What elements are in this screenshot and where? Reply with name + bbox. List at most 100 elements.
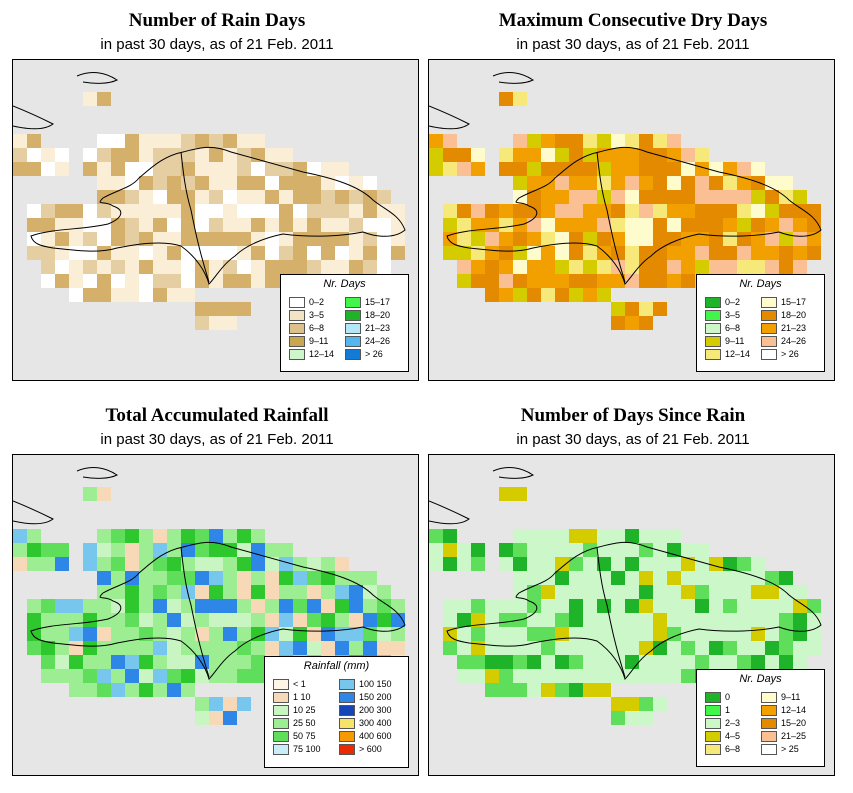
legend-label: 3–5 [725, 310, 741, 320]
grid-cell [555, 613, 569, 627]
grid-cell [111, 585, 125, 599]
grid-cell [611, 641, 625, 655]
legend-label: 25 50 [293, 718, 316, 728]
grid-cell [681, 585, 695, 599]
grid-cell [251, 274, 265, 288]
grid-cell [583, 204, 597, 218]
grid-cell [349, 232, 363, 246]
grid-cell [639, 557, 653, 571]
grid-cell [695, 599, 709, 613]
grid-cell [499, 655, 513, 669]
grid-cell [443, 218, 457, 232]
grid-cell [653, 134, 667, 148]
grid-cell [667, 613, 681, 627]
grid-cell [583, 529, 597, 543]
legend-swatch [705, 731, 721, 742]
grid-cell [167, 232, 181, 246]
grid-cell [457, 218, 471, 232]
grid-cell [153, 190, 167, 204]
grid-cell [569, 529, 583, 543]
grid-cell [209, 641, 223, 655]
grid-cell [125, 162, 139, 176]
coastline [446, 541, 822, 680]
grid-cell [181, 683, 195, 697]
legend-swatch [705, 349, 721, 360]
grid-cell [737, 655, 751, 669]
grid-cell [83, 288, 97, 302]
grid-cell [69, 288, 83, 302]
grid-cell [485, 641, 499, 655]
grid-cell [251, 190, 265, 204]
grid-cell [293, 585, 307, 599]
grid-cell [195, 669, 209, 683]
grid-cell [55, 260, 69, 274]
grid-cell [181, 599, 195, 613]
grid-cell [779, 246, 793, 260]
grid-cell [695, 176, 709, 190]
grid-cell [751, 613, 765, 627]
grid-cell [513, 599, 527, 613]
grid-cell [209, 274, 223, 288]
grid-cell [653, 641, 667, 655]
grid-cell [153, 260, 167, 274]
grid-cell [153, 288, 167, 302]
grid-cell [83, 543, 97, 557]
legend-label: 50 75 [293, 731, 316, 741]
grid-cell [321, 232, 335, 246]
grid-cell [709, 655, 723, 669]
grid-cell [793, 204, 807, 218]
grid-cell [13, 162, 27, 176]
grid-cell [653, 246, 667, 260]
grid-cell [167, 655, 181, 669]
grid-cell [223, 302, 237, 316]
legend-swatch [705, 705, 721, 716]
grid-cell [583, 134, 597, 148]
grid-cell [807, 613, 821, 627]
grid-cell [237, 641, 251, 655]
grid-cell [513, 148, 527, 162]
grid-cell [681, 232, 695, 246]
coastline [446, 146, 822, 285]
grid-cell [237, 697, 251, 711]
legend-swatch [761, 297, 777, 308]
grid-cell [181, 232, 195, 246]
grid-cell [69, 627, 83, 641]
grid-cell [555, 288, 569, 302]
grid-cell [97, 204, 111, 218]
grid-cell [223, 599, 237, 613]
grid-cell [223, 316, 237, 330]
grid-cell [279, 557, 293, 571]
grid-cell [27, 543, 41, 557]
grid-cell [293, 599, 307, 613]
grid-cell [41, 669, 55, 683]
grid-cell [457, 655, 471, 669]
grid-cell [391, 246, 405, 260]
grid-cell [709, 260, 723, 274]
grid-cell [723, 246, 737, 260]
grid-cell [251, 529, 265, 543]
grid-cell [737, 176, 751, 190]
grid-cell [611, 697, 625, 711]
grid-cell [471, 162, 485, 176]
island-coast [492, 467, 534, 479]
grid-cell [485, 655, 499, 669]
grid-cell [139, 571, 153, 585]
grid-cell [653, 162, 667, 176]
grid-cell [723, 162, 737, 176]
grid-cell [279, 571, 293, 585]
grid-cell [569, 204, 583, 218]
grid-cell [569, 176, 583, 190]
grid-cell [41, 218, 55, 232]
grid-cell [485, 683, 499, 697]
grid-cell [69, 683, 83, 697]
grid-cell [307, 585, 321, 599]
grid-cell [209, 627, 223, 641]
legend-swatch [761, 323, 777, 334]
panel-title: Maximum Consecutive Dry Days [498, 10, 768, 31]
grid-cell [499, 148, 513, 162]
grid-cell [653, 655, 667, 669]
grid-cell [125, 134, 139, 148]
grid-cell [265, 204, 279, 218]
grid-cell [97, 627, 111, 641]
legend-label: 12–14 [781, 705, 807, 715]
